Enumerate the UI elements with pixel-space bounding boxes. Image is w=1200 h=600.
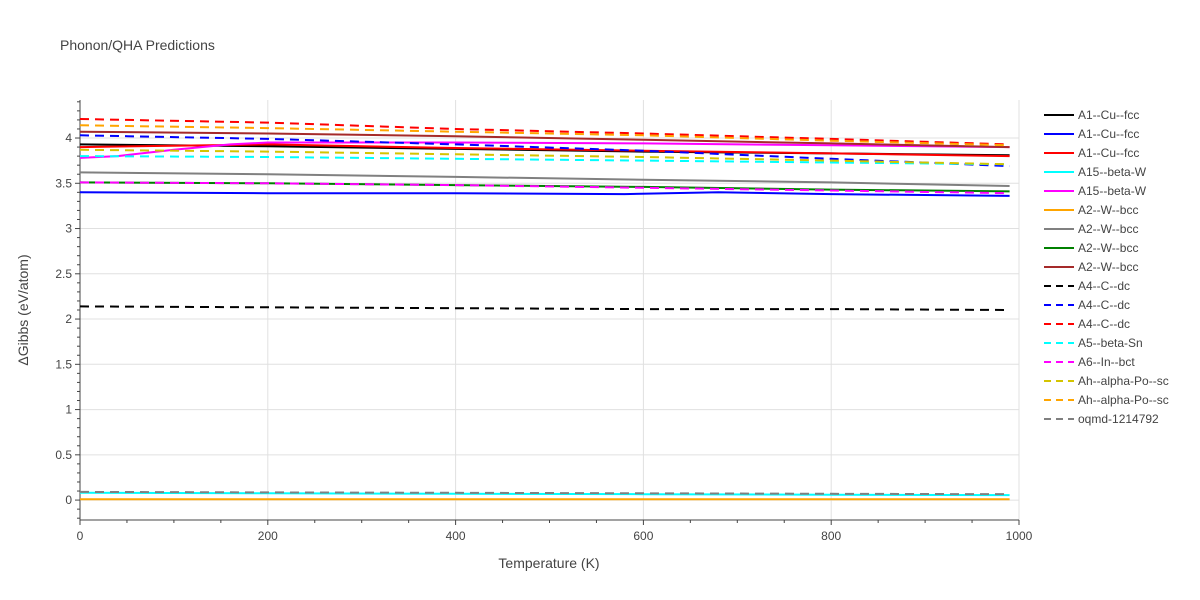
axes: 0 200 400 600 800 1000 0 0.5 1 1.5 2 2.5 3 3.5 4 — [55, 100, 1033, 543]
legend-label: oqmd-1214792 — [1078, 412, 1159, 426]
legend[interactable]: A1--Cu--fcc A1--Cu--fcc A1--Cu--fcc A15--be… — [1044, 108, 1169, 426]
y-tick-label: 0 — [65, 493, 72, 507]
legend-label: A1--Cu--fcc — [1078, 108, 1139, 122]
series-line-10 — [79, 305, 1010, 311]
legend-label: A2--W--bcc — [1078, 260, 1138, 274]
series-line-9 — [79, 130, 1010, 149]
legend-label: A15--beta-W — [1078, 184, 1147, 198]
series-line-2 — [79, 191, 1010, 197]
legend-item[interactable]: A5--beta-Sn — [1044, 336, 1143, 350]
series-line-7 — [79, 171, 1010, 187]
series-line-17 — [79, 490, 1010, 496]
legend-item[interactable]: oqmd-1214792 — [1044, 412, 1159, 426]
y-tick-label: 3.5 — [55, 176, 72, 190]
legend-item[interactable]: A2--W--bcc — [1044, 222, 1138, 236]
legend-label: A6--In--bct — [1078, 355, 1135, 369]
x-tick-label: 800 — [821, 529, 841, 543]
legend-label: Ah--alpha-Po--sc — [1078, 393, 1169, 407]
legend-item[interactable]: A2--W--bcc — [1044, 260, 1138, 274]
legend-label: A4--C--dc — [1078, 279, 1130, 293]
x-tick-label: 600 — [633, 529, 653, 543]
chart-title: Phonon/QHA Predictions — [60, 37, 215, 53]
y-tick-label: 3 — [65, 222, 72, 236]
legend-label: A2--W--bcc — [1078, 222, 1138, 236]
x-tick-label: 0 — [77, 529, 84, 543]
y-tick-label: 1 — [65, 403, 72, 417]
y-axis-title: ΔGibbs (eV/atom) — [15, 254, 31, 365]
legend-item[interactable]: A6--In--bct — [1044, 355, 1135, 369]
y-tick-label: 2 — [65, 312, 72, 326]
series-line-14 — [79, 181, 1010, 195]
legend-label: A4--C--dc — [1078, 317, 1130, 331]
legend-item[interactable]: A2--W--bcc — [1044, 203, 1138, 217]
legend-label: A2--W--bcc — [1078, 241, 1138, 255]
legend-item[interactable]: Ah--alpha-Po--sc — [1044, 393, 1169, 407]
y-tick-label: 0.5 — [55, 448, 72, 462]
series-line-5 — [79, 141, 1010, 159]
legend-item[interactable]: A1--Cu--fcc — [1044, 127, 1139, 141]
legend-item[interactable]: Ah--alpha-Po--sc — [1044, 374, 1169, 388]
legend-label: A5--beta-Sn — [1078, 336, 1143, 350]
legend-label: A2--W--bcc — [1078, 203, 1138, 217]
legend-label: A4--C--dc — [1078, 298, 1130, 312]
x-axis-title: Temperature (K) — [498, 555, 599, 571]
series-line-12 — [79, 118, 1010, 146]
legend-item[interactable]: A15--beta-W — [1044, 184, 1147, 198]
legend-item[interactable]: A1--Cu--fcc — [1044, 108, 1139, 122]
y-tick-label: 1.5 — [55, 357, 72, 371]
x-tick-label: 1000 — [1006, 529, 1033, 543]
x-tick-label: 400 — [446, 529, 466, 543]
y-tick-label: 4 — [65, 131, 72, 145]
legend-item[interactable]: A4--C--dc — [1044, 317, 1130, 331]
y-tick-label: 2.5 — [55, 267, 72, 281]
legend-label: A15--beta-W — [1078, 165, 1147, 179]
legend-label: Ah--alpha-Po--sc — [1078, 374, 1169, 388]
legend-item[interactable]: A4--C--dc — [1044, 298, 1130, 312]
series-line-13 — [79, 155, 1010, 166]
legend-label: A1--Cu--fcc — [1078, 146, 1139, 160]
series-line-11 — [79, 134, 1010, 168]
legend-item[interactable]: A2--W--bcc — [1044, 241, 1138, 255]
series-line-15 — [79, 148, 1010, 166]
legend-item[interactable]: A1--Cu--fcc — [1044, 146, 1139, 160]
series-line-16 — [79, 124, 1010, 147]
series-lines — [79, 118, 1010, 501]
x-tick-label: 200 — [258, 529, 278, 543]
legend-label: A1--Cu--fcc — [1078, 127, 1139, 141]
legend-item[interactable]: A15--beta-W — [1044, 165, 1147, 179]
legend-item[interactable]: A4--C--dc — [1044, 279, 1130, 293]
